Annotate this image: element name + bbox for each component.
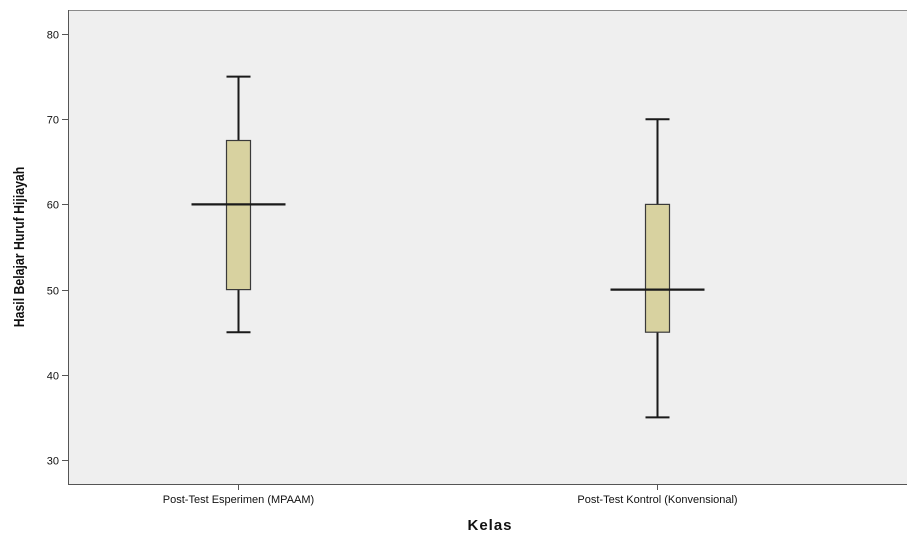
x-axis-title: Kelas <box>467 517 512 534</box>
x-axis-ticks: Post-Test Esperimen (MPAAM) Post-Test Kon… <box>163 484 738 506</box>
y-tick-label: 70 <box>47 115 59 127</box>
y-axis-title: Hasil Belajar Huruf Hijiayah <box>11 167 27 327</box>
y-tick-label: 40 <box>47 371 59 383</box>
x-tick-label: Post-Test Esperimen (MPAAM) <box>163 494 314 506</box>
iqr-box <box>644 203 671 333</box>
y-axis-ticks: 30 40 50 60 70 80 <box>47 30 68 468</box>
x-tick-label: Post-Test Kontrol (Konvensional) <box>577 494 737 506</box>
boxes <box>191 75 705 419</box>
y-tick-label: 30 <box>47 456 59 468</box>
iqr-box <box>225 139 252 291</box>
y-tick-label: 80 <box>47 30 59 42</box>
y-tick-label: 60 <box>47 200 59 212</box>
plot-area <box>68 10 907 484</box>
y-tick-label: 50 <box>47 286 59 298</box>
